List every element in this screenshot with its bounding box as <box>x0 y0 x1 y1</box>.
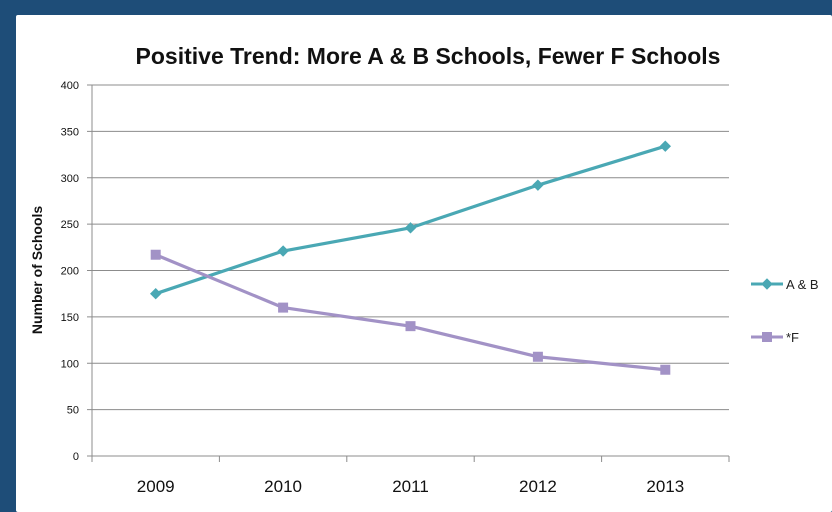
x-axis-ticks: 2009 2010 2011 2012 2013 <box>91 456 730 496</box>
legend-marker <box>761 278 773 290</box>
data-point <box>150 249 161 260</box>
x-tick-label: 2009 <box>137 477 175 496</box>
data-point <box>660 364 671 375</box>
series-line <box>155 144 666 296</box>
y-tick-label: 400 <box>61 80 79 92</box>
data-point <box>532 351 543 362</box>
chart-title: Positive Trend: More A & B Schools, Fewe… <box>136 43 721 69</box>
x-tick-label: 2010 <box>264 477 302 496</box>
y-tick-label: 100 <box>61 358 79 370</box>
x-tick-label: 2013 <box>646 477 684 496</box>
y-tick-label: 50 <box>67 405 79 417</box>
y-tick-label: 0 <box>73 451 79 463</box>
data-point <box>532 179 544 191</box>
data-point <box>405 321 416 332</box>
series-0 <box>149 140 672 300</box>
data-point <box>278 302 289 313</box>
series-1 <box>150 249 671 375</box>
legend-label: A & B <box>786 277 819 292</box>
gridlines <box>92 84 729 411</box>
y-tick-label: 250 <box>61 219 79 231</box>
legend: A & B *F <box>751 277 819 345</box>
y-axis-label: Number of Schools <box>29 206 45 335</box>
data-point <box>659 140 672 152</box>
series-line <box>155 253 666 372</box>
data-point <box>149 287 162 300</box>
data-point <box>277 245 289 257</box>
chart-panel <box>16 15 832 512</box>
y-tick-label: 300 <box>61 173 79 185</box>
y-tick-label: 350 <box>61 126 79 138</box>
x-tick-label: 2011 <box>392 477 429 496</box>
y-axis-ticks: 0 50 100 150 200 250 300 350 400 <box>61 80 92 463</box>
data-series <box>149 140 672 375</box>
legend-marker <box>762 332 772 342</box>
legend-label: *F <box>786 330 799 345</box>
y-tick-label: 150 <box>61 312 79 324</box>
data-point <box>404 222 417 234</box>
x-tick-label: 2012 <box>519 477 557 496</box>
y-tick-label: 200 <box>61 266 79 278</box>
